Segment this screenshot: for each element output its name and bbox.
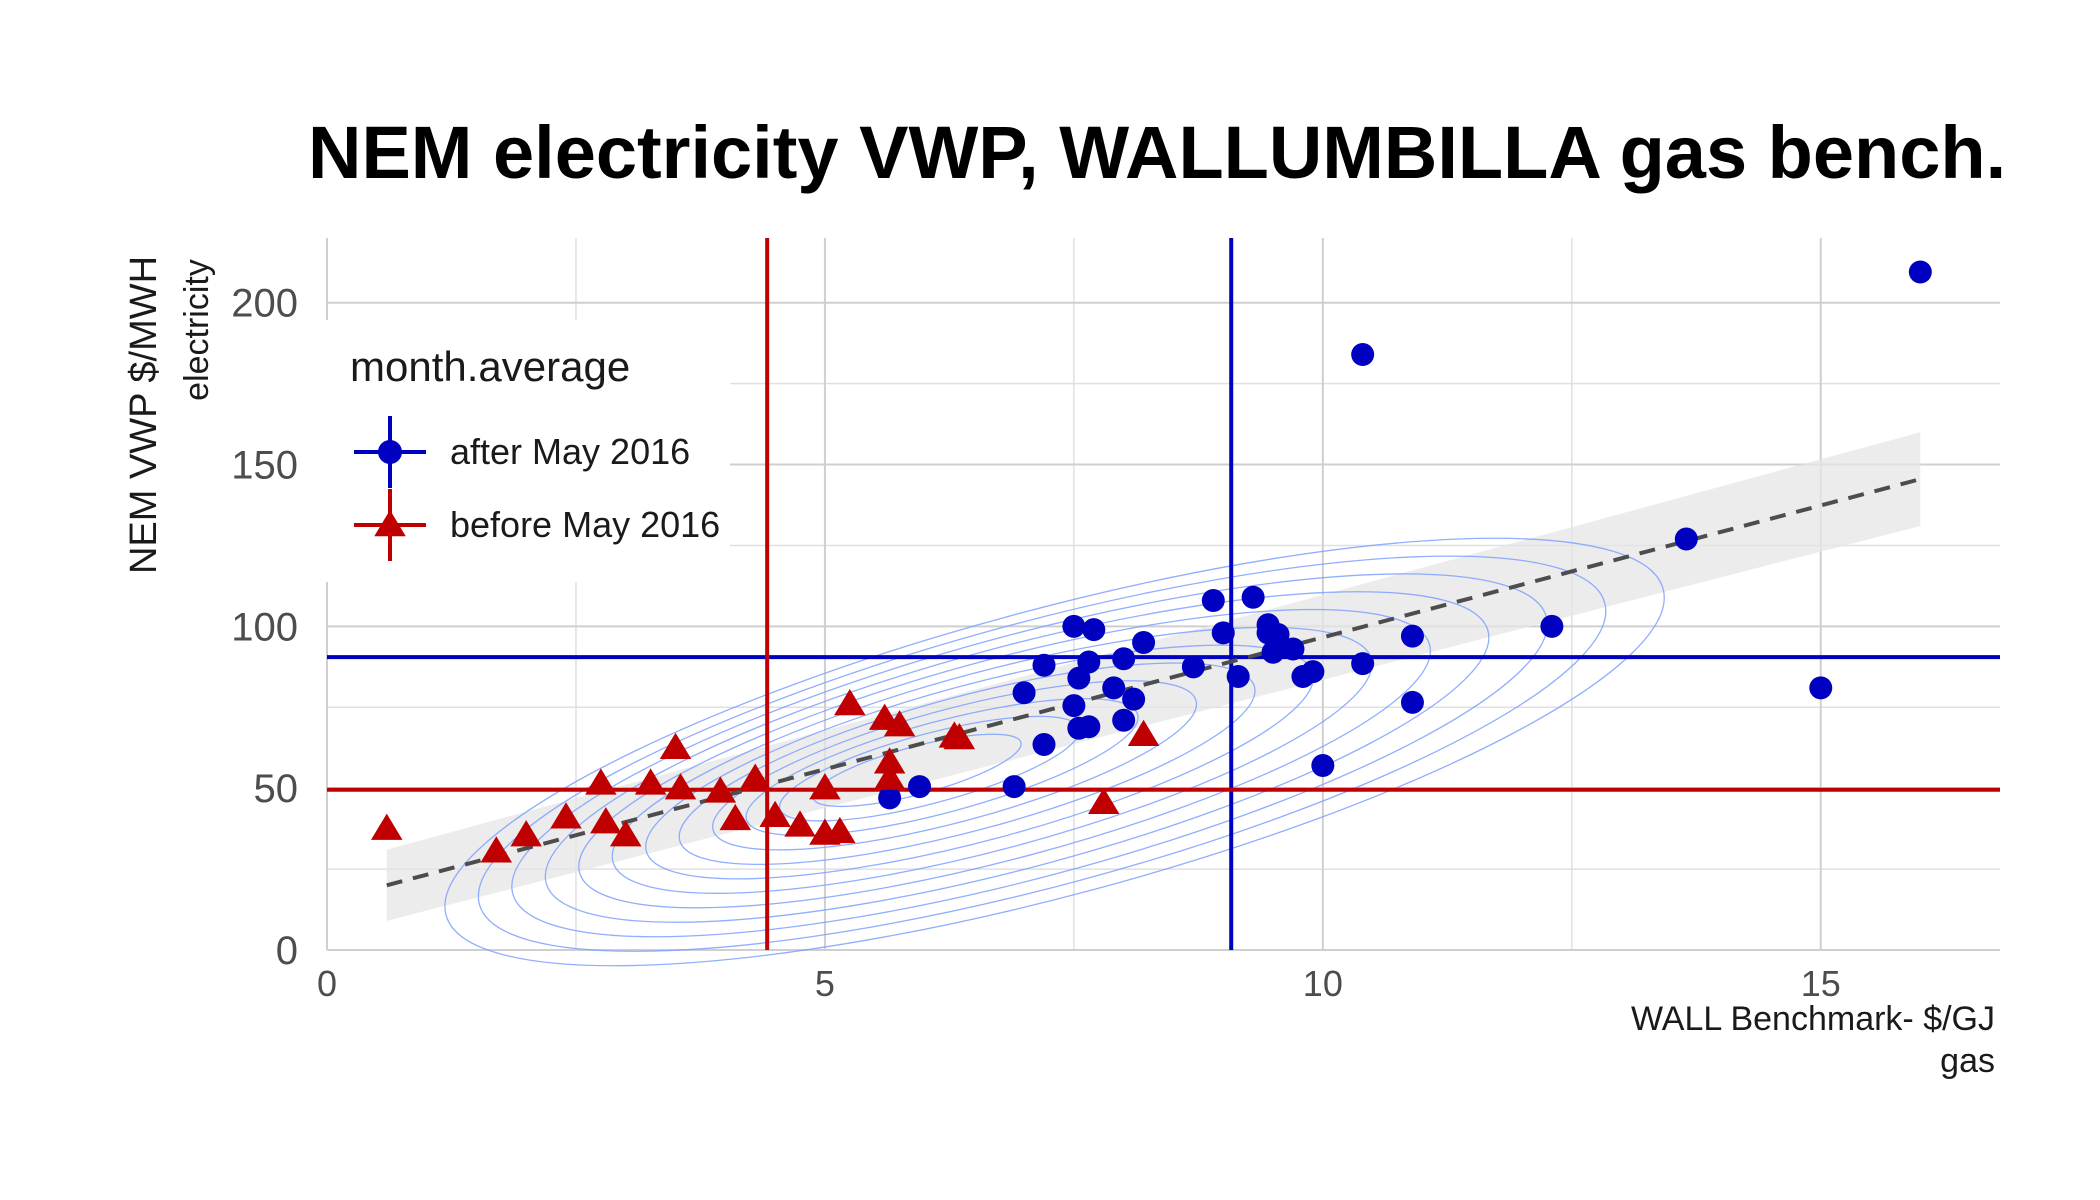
mean-reference-lines — [327, 238, 2000, 950]
data-point-before-may-2016 — [1127, 719, 1160, 747]
chart-title: NEM electricity VWP, WALLUMBILLA gas ben… — [308, 111, 2006, 194]
confidence-band — [386, 432, 1921, 921]
data-point-after-may-2016 — [1122, 687, 1146, 711]
data-point-after-may-2016 — [1809, 676, 1833, 700]
data-point-after-may-2016 — [1201, 588, 1225, 612]
data-point-after-may-2016 — [1351, 652, 1375, 676]
data-point-after-may-2016 — [1241, 585, 1265, 609]
density-contour — [745, 697, 1139, 837]
data-point-after-may-2016 — [1062, 614, 1086, 638]
data-point-before-may-2016 — [480, 836, 513, 863]
data-point-before-may-2016 — [719, 803, 752, 831]
data-point-after-may-2016 — [1301, 660, 1325, 684]
data-point-after-may-2016 — [1261, 640, 1285, 664]
data-point-after-may-2016 — [1311, 754, 1335, 778]
data-point-before-may-2016 — [739, 763, 771, 790]
x-tick-label: 0 — [317, 963, 337, 1004]
data-point-after-may-2016 — [908, 775, 932, 799]
density-contour — [578, 608, 1432, 909]
data-point-after-may-2016 — [1400, 624, 1424, 648]
legend-label: before May 2016 — [450, 504, 720, 545]
data-point-before-may-2016 — [704, 776, 737, 803]
density-contour — [477, 555, 1607, 952]
data-point-after-may-2016 — [1077, 715, 1101, 739]
data-point-after-may-2016 — [1032, 732, 1056, 756]
data-point-after-may-2016 — [1211, 621, 1235, 645]
x-axis-sublabel: gas — [1940, 1042, 1995, 1080]
y-tick-label: 150 — [231, 444, 298, 488]
data-point-before-may-2016 — [873, 747, 906, 774]
data-point-after-may-2016 — [1256, 621, 1280, 645]
data-point-after-may-2016 — [1112, 647, 1136, 671]
density-contour — [444, 537, 1665, 967]
y-tick-label: 0 — [276, 929, 298, 973]
x-tick-label: 5 — [815, 963, 835, 1004]
data-point-after-may-2016 — [1102, 676, 1126, 700]
confidence-band-area — [386, 432, 1921, 921]
y-tick-label: 200 — [231, 282, 298, 326]
data-point-before-may-2016 — [1088, 787, 1120, 814]
data-point-after-may-2016 — [1002, 775, 1026, 799]
y-axis-label: NEM VWP $/MWH — [123, 256, 165, 574]
data-point-after-may-2016 — [1400, 690, 1424, 714]
density-contour — [712, 680, 1198, 851]
density-contours — [444, 537, 1665, 967]
data-point-before-may-2016 — [759, 800, 791, 827]
data-point-before-may-2016 — [809, 773, 841, 800]
x-tick-label: 15 — [1801, 963, 1841, 1004]
y-tick-label: 50 — [254, 767, 299, 811]
data-point-before-may-2016 — [371, 813, 403, 840]
data-point-after-may-2016 — [1077, 650, 1101, 674]
data-point-after-may-2016 — [1181, 655, 1205, 679]
data-point-before-may-2016 — [784, 810, 816, 837]
data-point-before-may-2016 — [664, 773, 697, 800]
legend-label: after May 2016 — [450, 431, 690, 472]
data-point-after-may-2016 — [1032, 653, 1056, 677]
x-axis-label: WALL Benchmark- $/GJ — [1631, 1000, 1995, 1038]
density-contour — [544, 591, 1490, 923]
data-point-before-may-2016 — [873, 763, 906, 790]
legend-key-triangle — [374, 510, 406, 537]
data-point-before-may-2016 — [824, 816, 856, 844]
data-point-before-may-2016 — [550, 802, 582, 829]
data-point-before-may-2016 — [834, 689, 866, 716]
data-point-after-may-2016 — [1012, 681, 1036, 705]
data-point-after-may-2016 — [1112, 708, 1136, 732]
data-point-after-may-2016 — [1674, 527, 1698, 551]
legend: month.average after May 2016 before May 2… — [325, 320, 730, 582]
y-axis-sublabel: electricity — [178, 259, 216, 401]
legend-title: month.average — [350, 343, 630, 390]
trend-line — [386, 477, 1921, 888]
data-point-before-may-2016 — [659, 732, 692, 759]
data-point-before-may-2016 — [634, 768, 667, 795]
data-points — [371, 260, 1932, 863]
data-point-after-may-2016 — [1062, 694, 1086, 718]
data-point-after-may-2016 — [1132, 631, 1156, 655]
legend-key-circle — [378, 440, 402, 464]
data-point-before-may-2016 — [510, 820, 542, 847]
data-point-after-may-2016 — [878, 786, 902, 810]
x-tick-label: 10 — [1303, 963, 1343, 1004]
data-point-after-may-2016 — [1082, 618, 1106, 642]
y-tick-label: 100 — [231, 605, 298, 649]
data-point-after-may-2016 — [1908, 260, 1932, 284]
density-contour — [678, 662, 1256, 866]
data-point-after-may-2016 — [1540, 614, 1564, 638]
data-point-after-may-2016 — [1351, 343, 1375, 367]
data-point-before-may-2016 — [610, 820, 642, 847]
data-point-after-may-2016 — [1281, 637, 1305, 661]
trend-line-group — [386, 477, 1921, 888]
data-point-after-may-2016 — [1226, 665, 1250, 689]
data-point-before-may-2016 — [590, 807, 622, 834]
data-point-before-may-2016 — [943, 723, 976, 750]
data-point-before-may-2016 — [883, 710, 916, 737]
data-point-before-may-2016 — [585, 768, 617, 795]
